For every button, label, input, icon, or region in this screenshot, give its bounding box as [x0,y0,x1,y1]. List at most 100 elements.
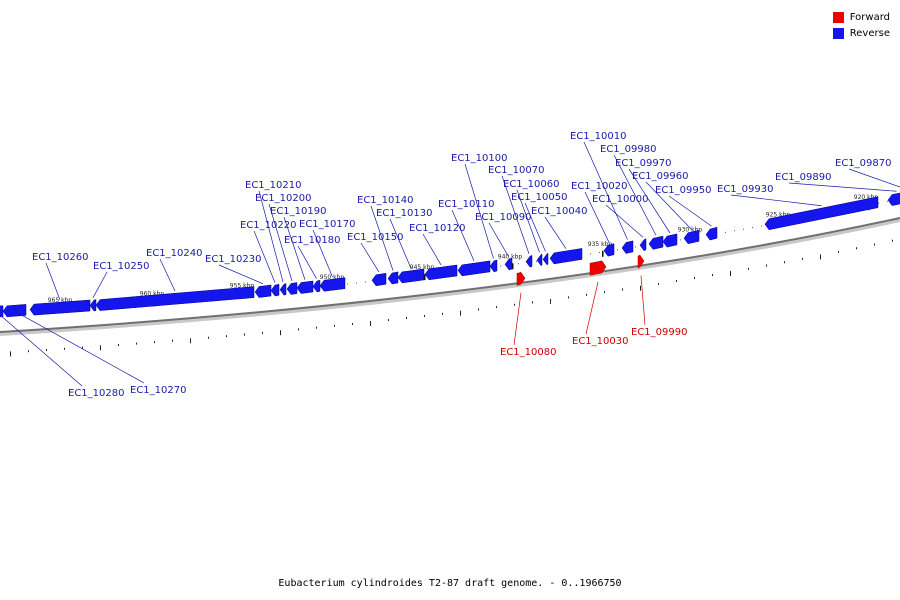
scale-dot [887,200,888,202]
scale-label: 940 kbp [498,253,523,260]
lower-tick [352,322,353,325]
major-tick [602,250,604,257]
lower-tick [460,310,461,316]
gene-feature-ec1_10050 [542,252,549,266]
leader-line [668,195,712,227]
lower-tick [730,270,731,276]
leader-line [605,204,644,238]
lower-tick [370,321,371,327]
lower-tick [784,261,785,264]
gene-feature-ec1_10270 [2,304,27,318]
lower-tick [280,330,281,336]
gene-label: EC1_10150 [347,232,403,243]
gene-label: EC1_09930 [717,184,773,195]
lower-tick [262,331,263,334]
leader-line [389,218,412,269]
scale-label: 945 kbp [410,264,435,271]
scale-label: 965 kbp [48,297,73,304]
gene-feature-ec1_10140 [387,271,399,285]
gene-label: EC1_10230 [205,254,261,265]
lower-tick [208,336,209,339]
gene-feature-ec1_10060 [536,253,543,267]
leader-line [422,233,442,266]
genome-backbone [0,217,900,333]
scale-dot [761,225,762,227]
gene-feature-ec1_10130 [397,268,425,284]
leader-line [788,182,897,192]
scale-dot [356,282,357,284]
gene-label: EC1_10020 [571,181,627,192]
lower-tick [856,247,857,250]
gene-label: EC1_10120 [409,223,465,234]
lower-tick [496,306,497,309]
backbone-shadow [0,218,900,336]
lower-tick [712,274,713,277]
gene-feature-ec1_10000 [639,238,647,252]
gene-feature-ec1_10070 [525,254,533,268]
gene-feature-ec1_10220 [270,283,280,297]
leader-line [501,175,530,254]
gene-feature-ec1_09980 [648,235,664,250]
leader-line [297,245,317,279]
gene-label: EC1_10110 [438,199,494,210]
lower-tick [190,338,191,344]
lower-tick [604,291,605,294]
scale-dot [518,263,519,265]
lower-tick [442,312,443,315]
gene-label: EC1_10080 [500,347,556,358]
gene-feature-ec1_10110 [457,260,491,277]
scale-dot [365,281,366,283]
gene-feature-ec1_09930 [764,196,879,231]
scale-label: 960 kbp [140,290,165,297]
lower-tick [568,296,569,299]
lower-tick [154,341,155,344]
leader-line [370,205,394,271]
scale-dot [536,260,537,262]
leader-line [524,202,546,252]
leader-line [848,168,900,188]
lower-tick [226,335,227,338]
leader-line [253,230,276,283]
gene-label: EC1_10210 [245,180,301,191]
lower-tick [766,264,767,267]
gene-label: EC1_10030 [572,336,628,347]
lower-tick [640,285,641,291]
leader-line [92,271,108,298]
gene-feature-ec1_10170 [319,277,346,292]
lower-tick [298,328,299,331]
leader-line [640,275,646,326]
lower-tick [334,324,335,327]
leader-line [451,209,475,262]
leader-line [513,292,522,346]
lower-tick [424,314,425,317]
gene-feature-ec1_10200 [286,282,298,295]
major-tick [512,263,514,270]
leader-line [0,314,83,387]
gene-label: EC1_10100 [451,153,507,164]
lower-tick [838,250,839,253]
scale-dot [734,230,735,232]
scale-dot [680,239,681,241]
scale-dot [752,227,753,229]
gene-label: EC1_09980 [600,144,656,155]
gene-label: EC1_09960 [632,171,688,182]
lower-tick [514,303,515,306]
gene-label: EC1_10140 [357,195,413,206]
gene-feature-ec1_10010 [621,240,634,254]
leader-line [258,190,284,282]
lower-tick [136,342,137,345]
lower-tick [244,333,245,336]
leader-line [14,310,145,384]
gene-feature-ec1_10260 [29,299,91,316]
gene-label: EC1_10250 [93,261,149,272]
legend-label-forward: Forward [849,11,890,23]
scale-label: 955 kbp [230,283,255,290]
scale-dot [347,283,348,285]
scale-label: 930 kbp [678,227,703,234]
gene-label: EC1_10260 [32,252,88,263]
leader-line [583,141,628,240]
gene-label: EC1_10280 [68,388,124,399]
lower-tick [820,254,821,260]
gene-feature-ec1_10100 [489,259,498,273]
